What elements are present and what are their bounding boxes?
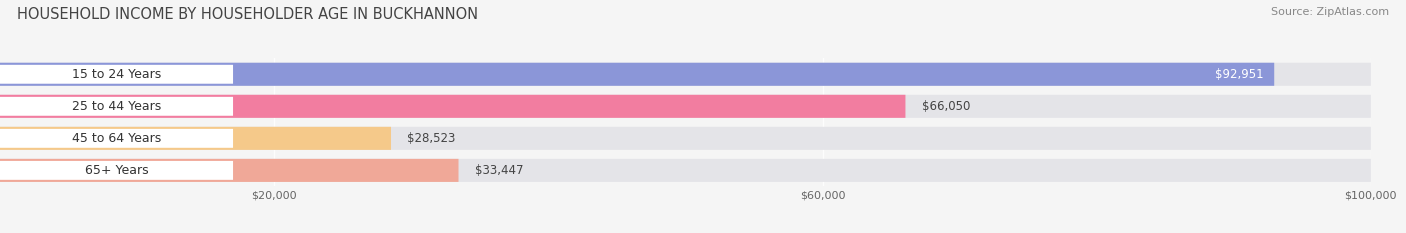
Text: 65+ Years: 65+ Years: [84, 164, 149, 177]
FancyBboxPatch shape: [0, 129, 233, 148]
Text: $33,447: $33,447: [475, 164, 523, 177]
Text: $92,951: $92,951: [1215, 68, 1263, 81]
FancyBboxPatch shape: [0, 159, 1371, 182]
Text: $66,050: $66,050: [922, 100, 970, 113]
FancyBboxPatch shape: [0, 127, 391, 150]
Text: 15 to 24 Years: 15 to 24 Years: [72, 68, 162, 81]
Text: HOUSEHOLD INCOME BY HOUSEHOLDER AGE IN BUCKHANNON: HOUSEHOLD INCOME BY HOUSEHOLDER AGE IN B…: [17, 7, 478, 22]
FancyBboxPatch shape: [0, 95, 905, 118]
FancyBboxPatch shape: [0, 159, 458, 182]
FancyBboxPatch shape: [0, 127, 1371, 150]
FancyBboxPatch shape: [0, 63, 1274, 86]
Text: 25 to 44 Years: 25 to 44 Years: [72, 100, 162, 113]
FancyBboxPatch shape: [0, 65, 233, 84]
FancyBboxPatch shape: [0, 63, 1371, 86]
Text: $28,523: $28,523: [408, 132, 456, 145]
FancyBboxPatch shape: [0, 95, 1371, 118]
Text: Source: ZipAtlas.com: Source: ZipAtlas.com: [1271, 7, 1389, 17]
FancyBboxPatch shape: [0, 161, 233, 180]
Text: 45 to 64 Years: 45 to 64 Years: [72, 132, 162, 145]
FancyBboxPatch shape: [0, 97, 233, 116]
